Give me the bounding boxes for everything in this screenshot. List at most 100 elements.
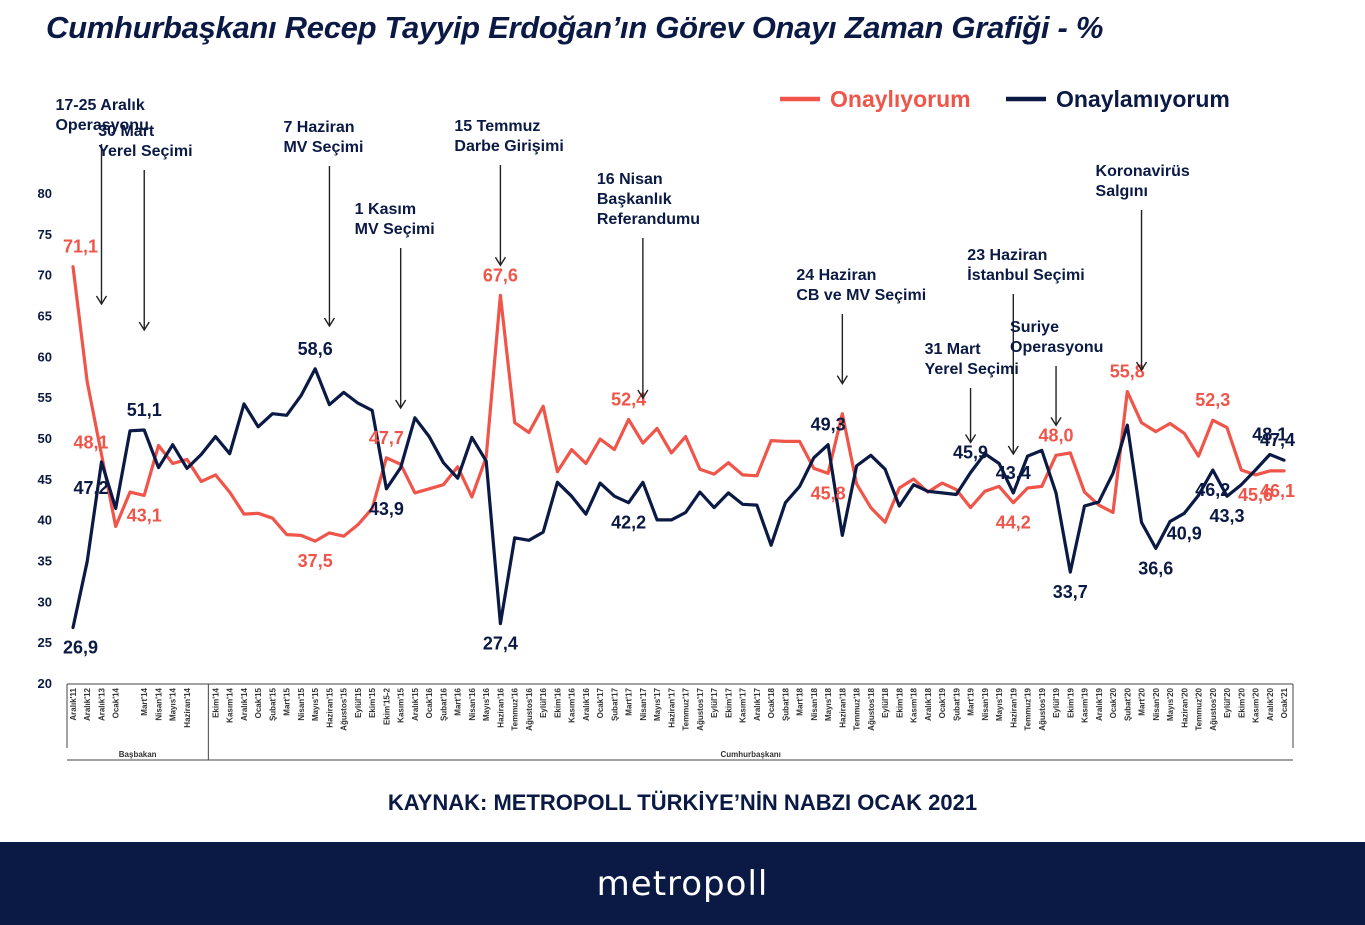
x-tick-label: Mayıs'16 [482,687,491,721]
event-arrow-head [1135,361,1148,372]
data-label: 51,1 [127,400,162,420]
event-annotation-label: 30 Mart [98,123,155,140]
x-tick-label: Kasım'15 [397,687,406,722]
event-annotation-label: Suriye [1010,319,1059,336]
data-label: 45,8 [811,483,846,503]
data-label: 46,2 [1195,480,1230,500]
x-tick-label: Aralık'17 [753,687,762,721]
x-tick-label: Mart'16 [454,687,463,715]
x-tick-label: Mart'14 [140,687,149,715]
x-tick-label: Mayıs'14 [169,687,178,721]
data-label: 43,9 [369,499,404,519]
event-arrow-head [964,434,977,444]
x-tick-label: Kasım'17 [739,687,748,722]
x-tick-label: Kasım'20 [1252,687,1261,722]
x-tick-label: Kasım'18 [910,687,919,722]
legend-approve-label: Onaylıyorum [830,86,971,112]
event-annotation-label: 24 Haziran [796,267,876,284]
event-arrow-head [494,256,507,267]
data-label: 45,9 [953,442,988,462]
y-tick-label: 25 [38,635,52,650]
x-tick-label: Şubat'19 [952,687,961,721]
x-tick-label: Temmuz'20 [1195,687,1204,730]
data-label: 42,2 [611,513,646,533]
event-annotation-label: Darbe Girişimi [454,138,563,155]
event-annotation-label: Yerel Seçimi [98,143,192,160]
x-tick-label: Nisan'20 [1152,687,1161,720]
x-tick-label: Ağustos'19 [1038,687,1047,730]
x-tick-label: Mayıs'19 [995,687,1004,721]
x-tick-label: Mayıs'17 [653,687,662,721]
data-label: 40,9 [1167,523,1202,543]
y-tick-label: 70 [38,268,52,283]
footer-bar: metropoll [0,842,1365,925]
data-label: 47,7 [369,428,404,448]
x-tick-label: Ocak'15 [254,687,263,718]
x-tick-label: Şubat'20 [1123,687,1132,721]
x-tick-label: Eylül'19 [1052,687,1061,717]
x-tick-label: Temmuz'16 [511,687,520,730]
event-annotation-label: İstanbul Seçimi [967,266,1084,284]
event-annotation-label: Operasyonu [55,117,148,134]
x-tick-label: Eylül'16 [539,687,548,717]
data-label: 43,4 [996,463,1031,483]
x-tick-label: Nisan'18 [810,687,819,720]
data-label: 36,6 [1138,558,1173,578]
x-tick-label: Ocak'14 [112,687,121,718]
event-annotation-label: Operasyonu [1010,339,1103,356]
x-tick-label: Ekim'20 [1237,687,1246,717]
event-annotation-label: 7 Haziran [283,119,354,136]
event-annotation-label: Başkanlık [597,191,672,208]
event-annotation-label: Referandumu [597,211,700,228]
x-tick-label: Mart'15 [283,687,292,715]
data-label: 55,8 [1110,362,1145,382]
data-label: 27,4 [483,634,518,654]
event-arrow-head [637,389,649,400]
event-arrow-head [1050,416,1062,427]
data-label: 46,1 [1260,481,1295,501]
x-tick-label: Aralık'16 [582,687,591,721]
data-label: 67,6 [483,265,518,285]
x-tick-label: Haziran'14 [183,687,192,727]
y-tick-label: 80 [38,186,52,201]
x-tick-label: Aralık'15 [411,687,420,721]
x-tick-label: Haziran'20 [1180,687,1189,727]
data-label: 43,1 [127,505,162,525]
x-tick-label: Mayıs'18 [824,687,833,721]
x-tick-label: Haziran'19 [1009,687,1018,727]
event-arrow-head [323,317,336,328]
y-tick-label: 40 [38,513,52,528]
x-tick-label: Haziran'16 [496,687,505,727]
data-label: 48,0 [1039,425,1074,445]
y-tick-label: 30 [38,594,52,609]
x-tick-label: Şubat'16 [439,687,448,721]
x-tick-label: Ocak'19 [938,687,947,718]
data-label: 71,1 [63,237,98,257]
x-tick-label: Temmuz'18 [853,687,862,730]
y-tick-label: 65 [38,309,52,324]
event-annotation-label: MV Seçimi [283,139,363,156]
x-tick-label: Aralık'11 [69,687,78,720]
x-tick-label: Haziran'17 [667,687,676,727]
y-tick-label: 75 [38,227,52,242]
x-tick-label: Mayıs'15 [311,687,320,721]
data-label: 33,7 [1053,582,1088,602]
event-annotation-label: 1 Kasım [355,201,416,218]
x-tick-label: Ağustos'15 [340,687,349,730]
x-tick-label: Aralık'18 [924,687,933,721]
data-label: 26,9 [63,638,98,658]
x-tick-label: Aralık'19 [1095,687,1104,721]
approve-series-line [71,265,1286,543]
x-tick-label: Ocak'18 [767,687,776,718]
legend-disapprove-label: Onaylamıyorum [1056,86,1230,112]
x-tick-label: Temmuz'19 [1024,687,1033,730]
x-tick-label: Mayıs'20 [1166,687,1175,721]
x-tick-label: Ağustos'18 [867,687,876,730]
source-note: KAYNAK: METROPOLL TÜRKİYE’NİN NABZI OCAK… [387,790,978,815]
x-tick-label: Eylül'15 [354,687,363,717]
y-tick-label: 20 [38,676,52,691]
x-tick-label: Şubat'18 [781,687,790,721]
x-tick-label: Ekim'19 [1066,687,1075,717]
data-label: 48,1 [73,433,108,453]
